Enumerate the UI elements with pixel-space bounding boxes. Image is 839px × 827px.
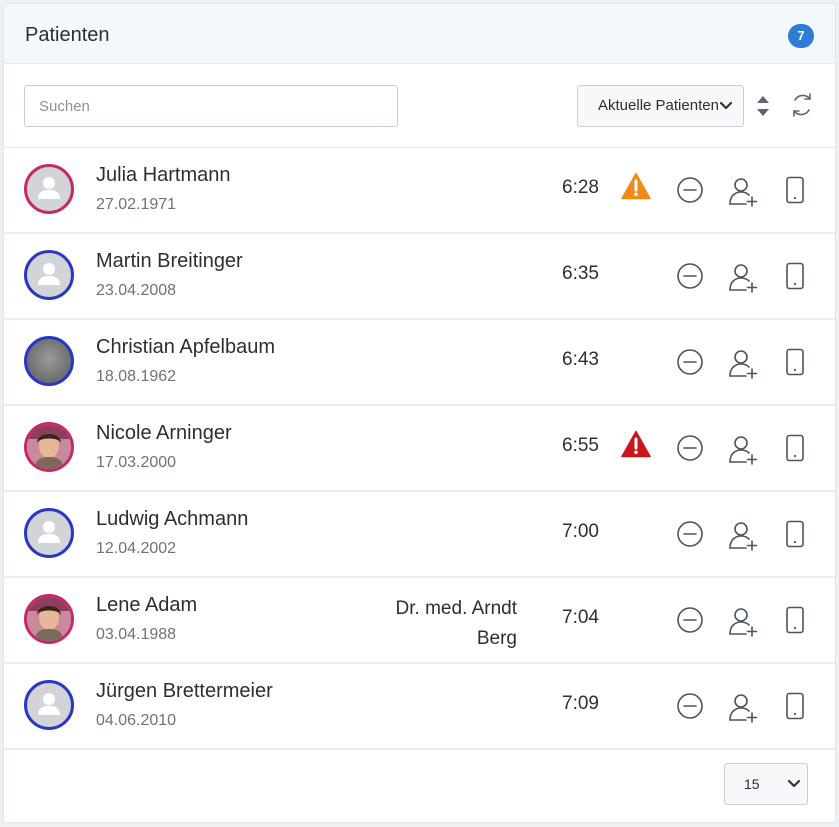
patient-name: Nicole Arninger [96, 422, 232, 444]
tablet-icon[interactable] [785, 348, 805, 381]
remove-icon[interactable] [676, 176, 704, 209]
patient-name: Ludwig Achmann [96, 508, 249, 530]
assigned-doctor: Dr. med. Arndt Berg [395, 598, 517, 649]
patient-avatar [24, 680, 74, 730]
patient-avatar [24, 594, 74, 644]
remove-icon[interactable] [676, 520, 704, 553]
patient-name: Lene Adam [96, 594, 198, 616]
panel-header: Patienten 7 [4, 4, 835, 64]
refresh-icon[interactable] [788, 91, 816, 124]
patient-row[interactable]: Ludwig Achmann 12.04.2002 7:00 [4, 492, 835, 578]
patient-filter-select[interactable]: Aktuelle Patienten [577, 85, 744, 127]
patient-birthdate: 12.04.2002 [96, 540, 177, 557]
patient-row[interactable]: Martin Breitinger 23.04.2008 6:35 [4, 234, 835, 320]
appointment-time: 6:55 [562, 435, 599, 456]
patient-name: Christian Apfelbaum [96, 336, 275, 358]
patient-row[interactable]: Lene Adam 03.04.1988 Dr. med. Arndt Berg … [4, 578, 835, 664]
add-user-icon[interactable] [727, 434, 761, 471]
patient-avatar [24, 508, 74, 558]
patient-birthdate: 17.03.2000 [96, 454, 177, 471]
patient-name: Jürgen Brettermeier [96, 680, 273, 702]
panel-title: Patienten [25, 24, 110, 46]
patient-birthdate: 18.08.1962 [96, 368, 177, 385]
appointment-time: 6:35 [562, 263, 599, 284]
add-user-icon[interactable] [727, 262, 761, 299]
appointment-time: 7:00 [562, 521, 599, 542]
warning-icon[interactable] [621, 172, 651, 205]
warning-icon[interactable] [621, 430, 651, 463]
appointment-time: 6:28 [562, 177, 599, 198]
remove-icon[interactable] [676, 348, 704, 381]
tablet-icon[interactable] [785, 606, 805, 639]
remove-icon[interactable] [676, 434, 704, 467]
remove-icon[interactable] [676, 262, 704, 295]
chevron-down-icon [787, 764, 801, 819]
patient-birthdate: 03.04.1988 [96, 626, 177, 643]
patient-avatar [24, 164, 74, 214]
patient-row[interactable]: Christian Apfelbaum 18.08.1962 6:43 [4, 320, 835, 406]
patient-row[interactable]: Nicole Arninger 17.03.2000 6:55 [4, 406, 835, 492]
search-input[interactable] [24, 85, 398, 127]
toolbar: Aktuelle Patienten [4, 64, 835, 148]
appointment-time: 7:09 [562, 693, 599, 714]
patient-avatar [24, 250, 74, 300]
patient-row[interactable]: Jürgen Brettermeier 04.06.2010 7:09 [4, 664, 835, 750]
appointment-time: 7:04 [562, 607, 599, 628]
patient-birthdate: 04.06.2010 [96, 712, 177, 729]
chevron-down-icon [719, 86, 733, 126]
tablet-icon[interactable] [785, 434, 805, 467]
panel-footer: 15 [4, 750, 835, 822]
remove-icon[interactable] [676, 692, 704, 725]
appointment-time: 6:43 [562, 349, 599, 370]
tablet-icon[interactable] [785, 176, 805, 209]
patient-avatar [24, 336, 74, 386]
patient-row[interactable]: Julia Hartmann 27.02.1971 6:28 [4, 148, 835, 234]
patient-birthdate: 27.02.1971 [96, 196, 177, 213]
page-size-select[interactable]: 15 [724, 763, 808, 805]
patient-list: Julia Hartmann 27.02.1971 6:28 Martin Br… [4, 148, 835, 750]
add-user-icon[interactable] [727, 692, 761, 729]
remove-icon[interactable] [676, 606, 704, 639]
tablet-icon[interactable] [785, 520, 805, 553]
add-user-icon[interactable] [727, 606, 761, 643]
sort-icon[interactable] [755, 93, 771, 124]
add-user-icon[interactable] [727, 348, 761, 385]
tablet-icon[interactable] [785, 262, 805, 295]
patient-name: Julia Hartmann [96, 164, 231, 186]
patients-panel: Patienten 7 Aktuelle Patienten Julia Har… [3, 3, 836, 823]
add-user-icon[interactable] [727, 176, 761, 213]
patient-filter-value: Aktuelle Patienten [598, 97, 719, 114]
tablet-icon[interactable] [785, 692, 805, 725]
patient-birthdate: 23.04.2008 [96, 282, 177, 299]
page-size-value: 15 [744, 776, 760, 792]
patient-count-badge: 7 [788, 24, 814, 48]
patient-name: Martin Breitinger [96, 250, 243, 272]
patient-avatar [24, 422, 74, 472]
add-user-icon[interactable] [727, 520, 761, 557]
